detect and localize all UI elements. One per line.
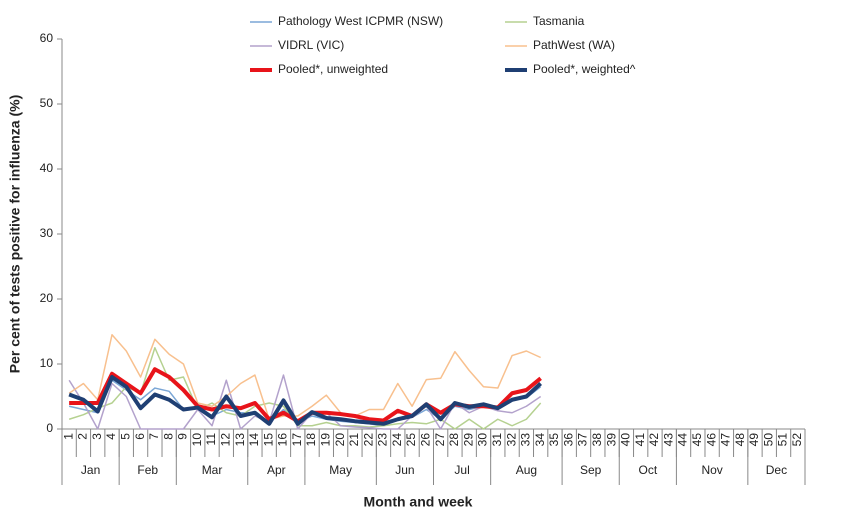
x-tick-label: 1 (61, 433, 75, 440)
x-tick-label: 38 (590, 433, 604, 447)
legend-label: Pathology West ICPMR (NSW) (278, 14, 443, 28)
x-tick-label: 9 (176, 433, 190, 440)
x-tick-label: 20 (333, 433, 347, 447)
x-tick-label: 19 (319, 433, 333, 447)
x-tick-label: 26 (419, 433, 433, 447)
x-tick-label: 12 (218, 433, 232, 447)
x-tick-label: 10 (190, 433, 204, 447)
x-tick-label: 15 (261, 433, 275, 447)
x-tick-label: 11 (204, 433, 218, 446)
x-tick-label: 30 (476, 433, 490, 447)
x-tick-label: 36 (561, 433, 575, 447)
x-tick-label: 18 (304, 433, 318, 447)
x-tick-label: 40 (619, 433, 633, 447)
x-axis-label: Month and week (364, 494, 473, 510)
x-tick-label: 51 (776, 433, 790, 447)
x-tick-label: 33 (519, 433, 533, 447)
y-tick-label: 20 (40, 291, 54, 305)
legend-label: Tasmania (533, 14, 585, 28)
legend-label: VIDRL (VIC) (278, 38, 344, 52)
x-tick-label: 49 (747, 433, 761, 447)
y-tick-label: 30 (40, 226, 54, 240)
x-tick-label: 2 (76, 433, 90, 440)
month-label: Apr (267, 463, 286, 477)
x-tick-label: 28 (447, 433, 461, 447)
month-label: Nov (701, 463, 722, 477)
y-tick-label: 50 (40, 96, 54, 110)
series-line (68, 375, 543, 426)
x-tick-label: 22 (361, 433, 375, 447)
x-tick-label: 6 (133, 433, 147, 440)
month-label: Jun (395, 463, 414, 477)
month-label: Jul (454, 463, 469, 477)
x-tick-label: 42 (647, 433, 661, 447)
x-tick-label: 17 (290, 433, 304, 447)
x-tick-label: 52 (790, 433, 804, 447)
x-tick-label: 34 (533, 433, 547, 447)
legend-label: Pooled*, unweighted (278, 62, 388, 76)
x-tick-label: 14 (247, 433, 261, 447)
x-tick-label: 50 (761, 433, 775, 447)
x-tick-label: 43 (661, 433, 675, 447)
month-label: Aug (516, 463, 537, 477)
x-tick-label: 29 (461, 433, 475, 447)
x-tick-label: 37 (576, 433, 590, 447)
x-tick-label: 4 (104, 433, 118, 440)
x-tick-label: 44 (676, 433, 690, 447)
x-tick-label: 27 (433, 433, 447, 447)
x-tick-label: 45 (690, 433, 704, 447)
x-tick-label: 21 (347, 433, 361, 447)
x-tick-label: 48 (733, 433, 747, 447)
x-tick-label: 46 (704, 433, 718, 447)
series-line (68, 334, 541, 420)
month-label: Sep (580, 463, 602, 477)
month-label: Dec (766, 463, 787, 477)
x-tick-label: 23 (376, 433, 390, 447)
x-tick-label: 7 (147, 433, 161, 440)
x-tick-label: 24 (390, 433, 404, 447)
x-tick-label: 3 (90, 433, 104, 440)
x-tick-label: 41 (633, 433, 647, 447)
x-tick-label: 8 (161, 433, 175, 440)
x-tick-label: 13 (233, 433, 247, 447)
month-label: Jan (81, 463, 100, 477)
month-label: Feb (137, 463, 158, 477)
y-tick-label: 0 (46, 421, 53, 435)
x-tick-label: 25 (404, 433, 418, 447)
x-tick-label: 31 (490, 433, 504, 447)
x-tick-label: 39 (604, 433, 618, 447)
legend-label: Pooled*, weighted^ (533, 62, 636, 76)
month-label: May (329, 463, 352, 477)
legend-label: PathWest (WA) (533, 38, 615, 52)
y-tick-label: 60 (40, 31, 54, 45)
x-tick-label: 5 (118, 433, 132, 440)
series-line (68, 374, 542, 430)
y-tick-label: 40 (40, 161, 54, 175)
month-label: Mar (202, 463, 223, 477)
y-tick-label: 10 (40, 356, 54, 370)
x-tick-label: 35 (547, 433, 561, 447)
x-tick-label: 16 (276, 433, 290, 447)
series-line (68, 347, 542, 430)
x-tick-label: 32 (504, 433, 518, 447)
x-tick-label: 47 (719, 433, 733, 447)
y-axis-label: Per cent of tests positive for influenza… (7, 95, 23, 374)
month-label: Oct (638, 463, 657, 477)
